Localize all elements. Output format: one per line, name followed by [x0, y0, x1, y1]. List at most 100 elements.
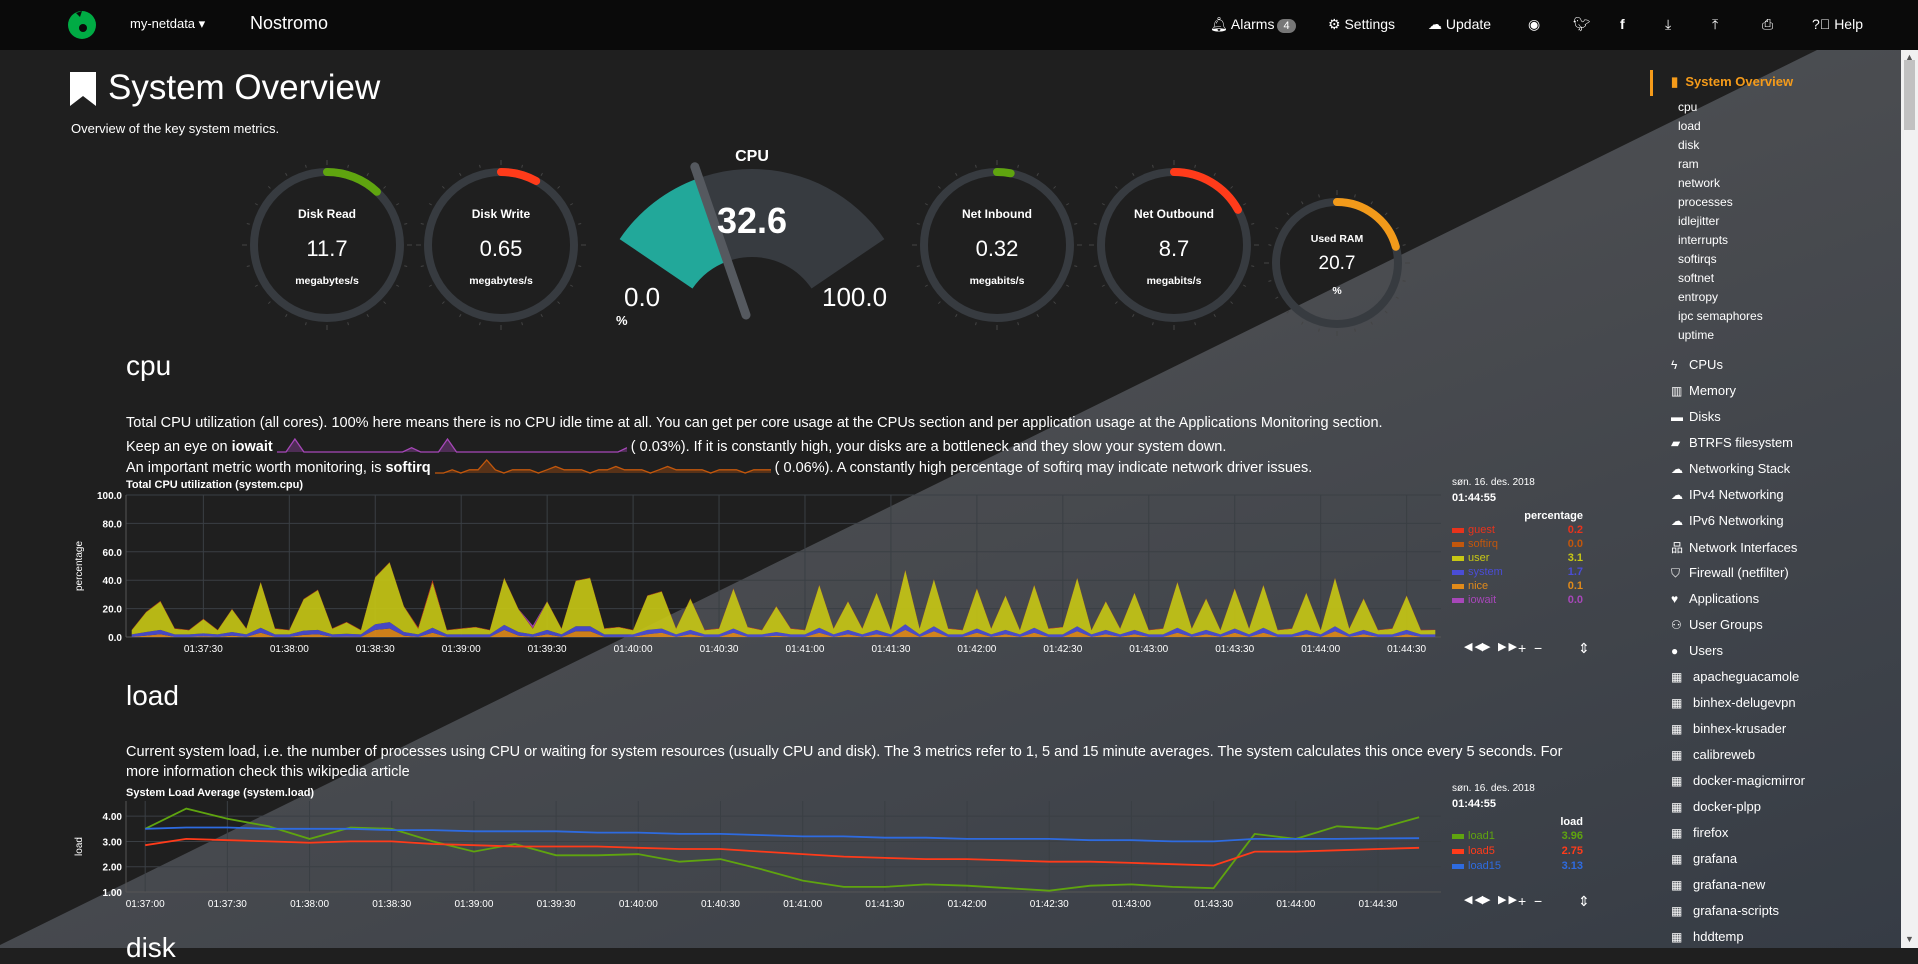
sidebar-item-memory[interactable]: ▥ Memory	[1671, 383, 1736, 398]
scroll-up-icon[interactable]: ▲	[1905, 52, 1914, 62]
zoom-out-icon[interactable]: −	[1534, 640, 1545, 656]
github-icon: ◉	[1528, 16, 1541, 32]
sidebar-item-docker-plpp[interactable]: ▦ docker-plpp	[1671, 799, 1761, 814]
rewind-icon[interactable]: ◀◀	[1464, 641, 1485, 653]
scrollbar-thumb[interactable]	[1904, 60, 1915, 130]
page-scrollbar[interactable]: ▲ ▼	[1901, 50, 1918, 948]
sidebar-item-binhex-delugevpn[interactable]: ▦ binhex-delugevpn	[1671, 695, 1796, 710]
legend-item-iowait[interactable]: iowait 0.0	[1452, 594, 1583, 608]
load-chart[interactable]: 1.00 2.00 3.00 4.00 01:37:00 01:37:30 01:38:00…	[60, 796, 1460, 916]
gauge-tick	[1053, 301, 1057, 305]
sidebar-item-btrfs-filesystem[interactable]: ▰ BTRFS filesystem	[1671, 435, 1793, 450]
resize-icon[interactable]: ⇕	[1578, 640, 1592, 656]
netdata-logo-icon[interactable]	[66, 9, 98, 41]
sidebar-item-user-groups[interactable]: ⚇ User Groups	[1671, 617, 1763, 632]
sidebar-subitem-ipc-semaphores[interactable]: ipc semaphores	[1678, 309, 1763, 323]
gauge-tick	[254, 284, 258, 287]
cpu-chart[interactable]: 0.0 20.0 40.0 60.0 80.0 100.0 01:37:30 01:38:00…	[60, 488, 1460, 658]
legend-item-system[interactable]: system 1.7	[1452, 566, 1583, 580]
gauge-tick	[1370, 321, 1373, 325]
legend-swatch	[1452, 598, 1464, 603]
sidebar-item-ipv4-networking[interactable]: ☁ IPv4 Networking	[1671, 487, 1784, 502]
play-icon[interactable]: ▶	[1482, 641, 1493, 653]
sidebar-item-docker-magicmirror[interactable]: ▦ docker-magicmirror	[1671, 773, 1805, 788]
sparkline-line	[434, 459, 771, 474]
iowait-value-text: ( 0.03%). If it is constantly high, your…	[630, 439, 1227, 455]
sidebar-subitem-entropy[interactable]: entropy	[1678, 290, 1719, 304]
zoom-out-icon[interactable]: −	[1534, 893, 1545, 909]
host-menu[interactable]: my-netdata ▾	[130, 16, 205, 32]
sidebar-item-hddtemp[interactable]: ▦ hddtemp	[1671, 929, 1744, 944]
legend-swatch	[1452, 834, 1464, 839]
sidebar-item-firefox[interactable]: ▦ firefox	[1671, 825, 1728, 840]
github-button[interactable]: ◉	[1528, 16, 1540, 33]
sidebar-item-firewall-netfilter-[interactable]: ⛉ Firewall (netfilter)	[1671, 565, 1789, 581]
sidebar-item-applications[interactable]: ♥ Applications	[1671, 591, 1759, 606]
y-tick-label: 100.0	[97, 491, 122, 502]
sidebar-subitem-processes[interactable]: processes	[1678, 195, 1733, 209]
th-icon: ▦	[1671, 904, 1683, 918]
legend-item-load15[interactable]: load15 3.13	[1452, 860, 1583, 874]
alarms-button[interactable]: 🔔︎ Alarms 4	[1210, 16, 1296, 33]
gauge-tick	[1354, 328, 1356, 332]
sidebar-item-ipv6-networking[interactable]: ☁ IPv6 Networking	[1671, 513, 1784, 528]
legend-item-load5[interactable]: load5 2.75	[1452, 845, 1583, 859]
zoom-in-icon[interactable]: +	[1518, 893, 1529, 909]
sidebar-item-label: CPUs	[1689, 357, 1723, 372]
sidebar-item-grafana-scripts[interactable]: ▦ grafana-scripts	[1671, 903, 1779, 918]
help-button[interactable]: ?⃝ Help	[1812, 16, 1863, 32]
upload-button[interactable]: ⤒	[1712, 16, 1718, 33]
sidebar-subitem-softnet[interactable]: softnet	[1678, 271, 1715, 285]
gauge-title: Used RAM	[1310, 233, 1364, 245]
sidebar-item-grafana[interactable]: ▦ grafana	[1671, 851, 1737, 866]
sidebar-subitem-disk[interactable]: disk	[1678, 138, 1700, 152]
legend-item-softirq[interactable]: softirq 0.0	[1452, 538, 1583, 552]
print-button[interactable]: ⎙	[1762, 16, 1773, 33]
zoom-in-icon[interactable]: +	[1518, 640, 1529, 656]
sidebar-item-system-overview[interactable]: ▮ System Overview	[1671, 74, 1793, 90]
sidebar-subitem-cpu[interactable]: cpu	[1678, 100, 1698, 114]
resize-icon[interactable]: ⇕	[1578, 893, 1592, 909]
sidebar-item-cpus[interactable]: ϟ CPUs	[1671, 357, 1723, 372]
gauge-tick	[1402, 244, 1406, 246]
section-heading-cpu: cpu	[126, 350, 172, 381]
page-subtitle: Overview of the key system metrics.	[71, 121, 280, 136]
iowait-sparkline[interactable]	[276, 436, 628, 454]
fast-forward-icon[interactable]: ▶▶	[1498, 641, 1519, 653]
facebook-button[interactable]: f	[1620, 16, 1625, 32]
sidebar-item-apacheguacamole[interactable]: ▦ apacheguacamole	[1671, 669, 1799, 684]
sidebar-item-network-interfaces[interactable]: 品 Network Interfaces	[1671, 539, 1797, 556]
sidebar-subitem-ram[interactable]: ram	[1678, 157, 1699, 171]
sidebar-item-disks[interactable]: ▬ Disks	[1671, 409, 1721, 424]
play-icon[interactable]: ▶	[1482, 894, 1493, 906]
sidebar-subitem-network[interactable]: network	[1678, 176, 1721, 190]
sidebar-item-networking-stack[interactable]: ☁ Networking Stack	[1671, 461, 1790, 476]
sidebar-subitem-softirqs[interactable]: softirqs	[1678, 252, 1717, 266]
sidebar-subitem-idlejitter[interactable]: idlejitter	[1678, 214, 1720, 228]
gauge-tick	[1152, 164, 1154, 168]
sidebar-item-calibreweb[interactable]: ▦ calibreweb	[1671, 747, 1755, 762]
settings-button[interactable]: ⚙ Settings	[1328, 16, 1395, 33]
twitter-button[interactable]: 🐦︎	[1573, 16, 1591, 33]
legend-item-guest[interactable]: guest 0.2	[1452, 524, 1583, 538]
update-button[interactable]: ☁ Update	[1428, 16, 1491, 33]
download-button[interactable]: ⤓	[1665, 16, 1671, 33]
cpu-gauge-needle	[690, 162, 751, 320]
sidebar-subitem-interrupts[interactable]: interrupts	[1678, 233, 1729, 247]
facebook-icon: f	[1620, 16, 1625, 32]
legend-item-user[interactable]: user 3.1	[1452, 552, 1583, 566]
scroll-down-icon[interactable]: ▼	[1905, 934, 1914, 944]
sidebar-item-label: grafana-scripts	[1693, 903, 1779, 918]
sidebar-subitem-load[interactable]: load	[1678, 119, 1701, 133]
legend-item-load1[interactable]: load1 3.96	[1452, 830, 1583, 844]
sidebar-item-binhex-krusader[interactable]: ▦ binhex-krusader	[1671, 721, 1786, 736]
gauge-tick	[1268, 280, 1272, 282]
legend-item-nice[interactable]: nice 0.1	[1452, 580, 1583, 594]
sidebar-subitem-uptime[interactable]: uptime	[1678, 328, 1715, 342]
gauge-tick	[459, 314, 462, 318]
softirq-sparkline[interactable]	[434, 457, 771, 475]
sidebar-item-users[interactable]: ● Users	[1671, 643, 1723, 658]
sidebar-item-grafana-new[interactable]: ▦ grafana-new	[1671, 877, 1765, 892]
fast-forward-icon[interactable]: ▶▶	[1498, 894, 1519, 906]
rewind-icon[interactable]: ◀◀	[1464, 894, 1485, 906]
